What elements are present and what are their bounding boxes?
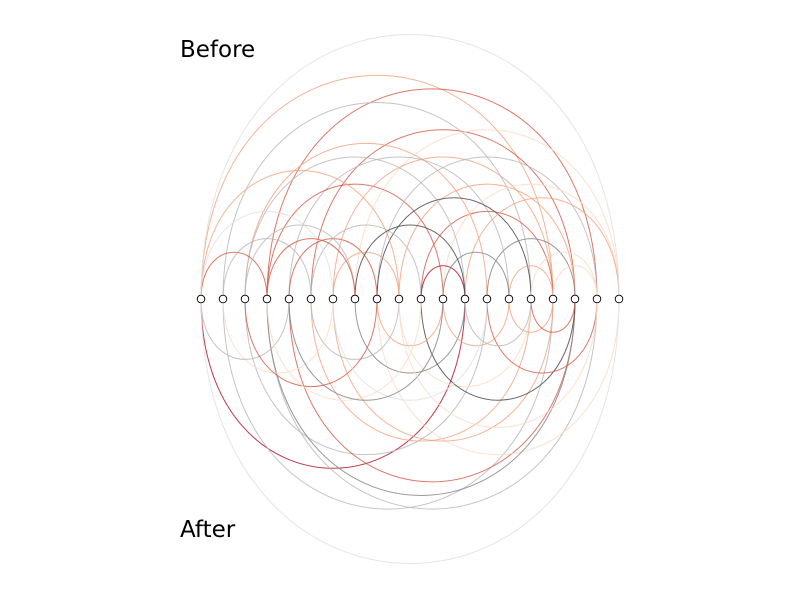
before-arc-23 xyxy=(420,265,466,300)
before-arc-0 xyxy=(200,75,554,300)
before-arc-9 xyxy=(244,142,488,300)
before-arc-2 xyxy=(310,129,576,300)
before-arc-15 xyxy=(464,197,620,300)
node-5 xyxy=(306,294,316,304)
node-4 xyxy=(284,294,294,304)
before-arc-24 xyxy=(508,265,554,300)
node-7 xyxy=(350,294,360,304)
before-arc-31 xyxy=(354,224,466,300)
before-arc-14 xyxy=(376,197,532,300)
before-arc-13 xyxy=(244,156,466,300)
node-17 xyxy=(570,294,580,304)
after-arcs xyxy=(198,298,622,564)
before-arc-12 xyxy=(442,183,620,300)
node-16 xyxy=(548,294,558,304)
before-arc-26 xyxy=(200,251,268,300)
after-arc-21 xyxy=(266,298,422,401)
node-12 xyxy=(460,294,470,304)
after-arc-2 xyxy=(244,298,488,456)
node-3 xyxy=(262,294,272,304)
before-arc-27 xyxy=(244,224,356,300)
before-arc-7 xyxy=(332,156,554,300)
before-arc-8 xyxy=(376,156,598,300)
after-arc-23 xyxy=(332,298,488,401)
node-19 xyxy=(614,294,624,304)
before-arc-4 xyxy=(354,129,620,300)
after-arc-9 xyxy=(398,298,532,388)
after-arc-13 xyxy=(310,298,400,360)
before-arc-10 xyxy=(398,183,576,300)
after-arc-25 xyxy=(288,298,444,401)
after-arc-19 xyxy=(530,298,576,333)
before-arc-1 xyxy=(266,88,598,300)
node-10 xyxy=(416,294,426,304)
node-1 xyxy=(218,294,228,304)
node-row xyxy=(196,294,624,304)
node-18 xyxy=(592,294,602,304)
after-arc-6 xyxy=(376,298,620,456)
after-arc-16 xyxy=(508,298,554,333)
node-11 xyxy=(438,294,448,304)
after-arc-12 xyxy=(442,298,510,347)
after-arc-5 xyxy=(310,298,532,442)
after-arc-8 xyxy=(332,298,554,442)
node-8 xyxy=(372,294,382,304)
after-arc-24 xyxy=(200,298,620,564)
after-arc-18 xyxy=(376,298,444,347)
after-arc-11 xyxy=(420,298,576,401)
before-arc-22 xyxy=(332,251,400,300)
before-arc-21 xyxy=(486,238,576,300)
after-arc-14 xyxy=(486,298,598,374)
before-arc-28 xyxy=(442,251,510,300)
before-arc-30 xyxy=(200,34,620,300)
after-arc-26 xyxy=(398,298,598,428)
node-9 xyxy=(394,294,404,304)
after-arc-22 xyxy=(464,298,532,347)
after-arc-15 xyxy=(222,298,334,374)
node-6 xyxy=(328,294,338,304)
node-14 xyxy=(504,294,514,304)
before-arc-18 xyxy=(200,210,334,300)
after-arc-0 xyxy=(200,298,466,469)
after-arc-17 xyxy=(200,298,290,360)
node-13 xyxy=(482,294,492,304)
before-arcs xyxy=(198,34,622,300)
after-arc-1 xyxy=(222,298,554,510)
after-label: After xyxy=(180,517,236,543)
before-arc-25 xyxy=(530,251,598,300)
before-arc-16 xyxy=(200,170,400,300)
before-arc-3 xyxy=(222,102,532,300)
before-label: Before xyxy=(180,37,256,63)
node-2 xyxy=(240,294,250,304)
after-arc-7 xyxy=(266,298,576,496)
after-arc-20 xyxy=(244,298,378,388)
before-arc-5 xyxy=(288,156,510,300)
before-arc-6 xyxy=(266,183,444,300)
node-15 xyxy=(526,294,536,304)
before-arc-17 xyxy=(310,224,422,300)
node-0 xyxy=(196,294,206,304)
before-arc-29 xyxy=(552,265,598,300)
after-arc-3 xyxy=(266,298,598,510)
after-arc-4 xyxy=(288,298,576,483)
before-arc-32 xyxy=(266,238,356,300)
after-arc-10 xyxy=(354,298,466,374)
